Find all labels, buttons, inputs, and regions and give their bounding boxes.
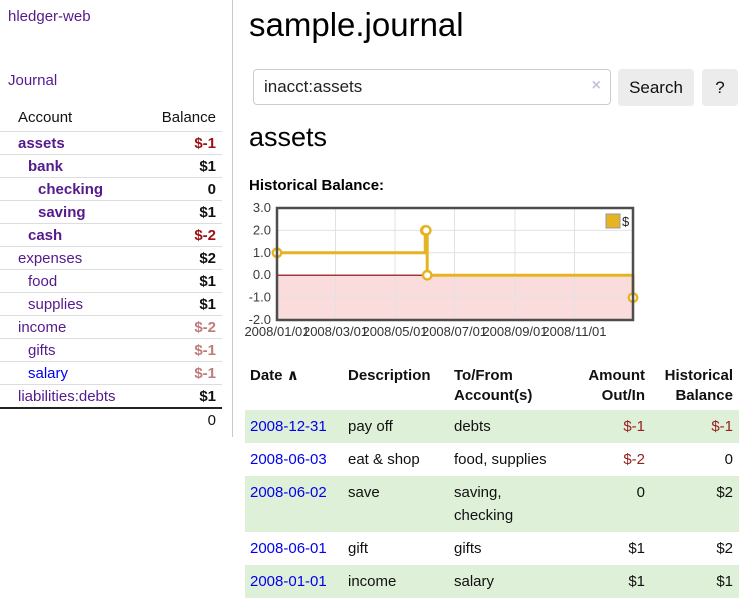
svg-text:0.0: 0.0 bbox=[253, 267, 271, 282]
accounts-table: Account Balance assets $-1 bank $1 check… bbox=[0, 104, 222, 432]
txn-date-link[interactable]: 2008-06-02 bbox=[250, 484, 327, 501]
account-balance: $1 bbox=[199, 203, 216, 221]
search-button[interactable]: Search bbox=[618, 69, 694, 106]
account-link-gifts[interactable]: gifts bbox=[28, 341, 56, 359]
svg-text:2008/07/01: 2008/07/01 bbox=[422, 324, 487, 339]
account-row: expenses $2 bbox=[0, 246, 222, 269]
account-link-checking[interactable]: checking bbox=[38, 180, 104, 198]
account-balance: 0 bbox=[207, 180, 216, 198]
txn-tofrom: gifts bbox=[454, 540, 482, 557]
account-link-income[interactable]: income bbox=[18, 318, 67, 336]
account-row: cash $-2 bbox=[0, 223, 222, 246]
account-row: saving $1 bbox=[0, 200, 222, 223]
txn-description: gift bbox=[348, 540, 369, 557]
register-header-description: Description bbox=[348, 367, 431, 384]
accounts-table-header: Account Balance bbox=[0, 104, 222, 131]
svg-text:$: $ bbox=[622, 214, 630, 229]
account-row: gifts $-1 bbox=[0, 338, 222, 361]
sort-ascending-icon: ∧ bbox=[286, 367, 299, 384]
account-balance: $1 bbox=[199, 157, 216, 175]
date-header-label: Date bbox=[250, 367, 283, 384]
txn-balance: $2 bbox=[716, 484, 733, 501]
svg-text:2008/11/01: 2008/11/01 bbox=[542, 324, 606, 339]
txn-amount: 0 bbox=[636, 484, 645, 501]
txn-balance: $-1 bbox=[711, 418, 733, 435]
account-row: checking 0 bbox=[0, 177, 222, 200]
account-link-cash[interactable]: cash bbox=[28, 226, 63, 244]
account-link-salary[interactable]: salary bbox=[28, 364, 69, 382]
help-button[interactable]: ? bbox=[702, 69, 738, 106]
account-balance: $1 bbox=[199, 387, 216, 405]
brand-link[interactable]: hledger-web bbox=[8, 8, 91, 25]
account-link-liabilities-debts[interactable]: liabilities:debts bbox=[18, 387, 116, 405]
svg-text:-1.0: -1.0 bbox=[249, 290, 271, 305]
svg-text:-2.0: -2.0 bbox=[249, 312, 271, 327]
account-row: bank $1 bbox=[0, 154, 222, 177]
register-header-amount: Amount Out/In bbox=[588, 367, 645, 404]
register-header-date[interactable]: Date ∧ bbox=[245, 362, 343, 410]
svg-text:3.0: 3.0 bbox=[253, 203, 271, 215]
register-table: Date ∧ Description To/From Account(s) Am… bbox=[245, 362, 739, 598]
txn-balance: 0 bbox=[724, 451, 733, 468]
account-row: income $-2 bbox=[0, 315, 222, 338]
account-link-assets[interactable]: assets bbox=[18, 134, 65, 152]
register-row: 2008-06-01 gift gifts $1 $2 bbox=[245, 532, 739, 565]
search-input[interactable] bbox=[253, 69, 611, 105]
txn-date-link[interactable]: 2008-06-03 bbox=[250, 451, 327, 468]
account-link-supplies[interactable]: supplies bbox=[28, 295, 84, 313]
register-row: 2008-12-31 pay off debts $-1 $-1 bbox=[245, 410, 739, 443]
svg-text:2008/01/01: 2008/01/01 bbox=[244, 324, 309, 339]
account-link-food[interactable]: food bbox=[28, 272, 58, 290]
chart-title: Historical Balance: bbox=[249, 177, 385, 194]
svg-text:2.0: 2.0 bbox=[253, 222, 271, 237]
account-link-bank[interactable]: bank bbox=[28, 157, 64, 175]
txn-description: pay off bbox=[348, 418, 393, 435]
account-row: assets $-1 bbox=[0, 131, 222, 154]
account-row: salary $-1 bbox=[0, 361, 222, 384]
accounts-header-balance: Balance bbox=[161, 109, 216, 126]
svg-text:2008/03/01: 2008/03/01 bbox=[303, 324, 368, 339]
txn-tofrom: food, supplies bbox=[454, 451, 547, 468]
svg-text:2008/05/01: 2008/05/01 bbox=[362, 324, 427, 339]
historical-balance-chart: 3.0 2.0 1.0 0.0 -1.0 -2.0 $2008/01/01 2008/03/0… bbox=[244, 200, 664, 343]
txn-tofrom: saving, checking bbox=[454, 484, 514, 524]
svg-text:1.0: 1.0 bbox=[253, 245, 271, 260]
account-balance: $-1 bbox=[194, 134, 216, 152]
register-row: 2008-06-03 eat & shop food, supplies $-2… bbox=[245, 443, 739, 476]
txn-tofrom: debts bbox=[454, 418, 491, 435]
txn-amount: $-1 bbox=[623, 418, 645, 435]
svg-text:2008/09/01: 2008/09/01 bbox=[482, 324, 547, 339]
account-link-expenses[interactable]: expenses bbox=[18, 249, 83, 267]
register-header-tofrom: To/From Account(s) bbox=[454, 367, 533, 404]
txn-amount: $1 bbox=[628, 540, 645, 557]
sidebar-item-journal[interactable]: Journal bbox=[8, 72, 58, 89]
account-link-saving[interactable]: saving bbox=[38, 203, 86, 221]
sidebar: hledger-web Journal Account Balance asse… bbox=[0, 0, 233, 437]
txn-description: eat & shop bbox=[348, 451, 420, 468]
accounts-header-account: Account bbox=[18, 109, 73, 126]
register-header-row: Date ∧ Description To/From Account(s) Am… bbox=[245, 362, 739, 410]
account-balance: $2 bbox=[199, 249, 216, 267]
account-balance: $-1 bbox=[194, 364, 216, 382]
txn-date-link[interactable]: 2008-06-01 bbox=[250, 540, 327, 557]
txn-date-link[interactable]: 2008-12-31 bbox=[250, 418, 327, 435]
register-row: 2008-06-02 save saving, checking 0 $2 bbox=[245, 476, 739, 532]
account-row: liabilities:debts $1 bbox=[0, 384, 222, 407]
accounts-total: 0 bbox=[0, 407, 222, 432]
txn-description: save bbox=[348, 484, 380, 501]
txn-balance: $2 bbox=[716, 540, 733, 557]
clear-search-icon[interactable]: × bbox=[591, 77, 601, 94]
account-heading: assets bbox=[249, 122, 328, 152]
account-balance: $-2 bbox=[194, 226, 216, 244]
account-balance: $-2 bbox=[194, 318, 216, 336]
account-row: supplies $1 bbox=[0, 292, 222, 315]
register-header-balance: Historical Balance bbox=[664, 367, 733, 404]
account-balance: $-1 bbox=[194, 341, 216, 359]
txn-amount: $-2 bbox=[623, 451, 645, 468]
account-row: food $1 bbox=[0, 269, 222, 292]
page-title: sample.journal bbox=[249, 6, 464, 43]
account-balance: $1 bbox=[199, 295, 216, 313]
accounts-total-value: 0 bbox=[207, 412, 216, 429]
account-balance: $1 bbox=[199, 272, 216, 290]
